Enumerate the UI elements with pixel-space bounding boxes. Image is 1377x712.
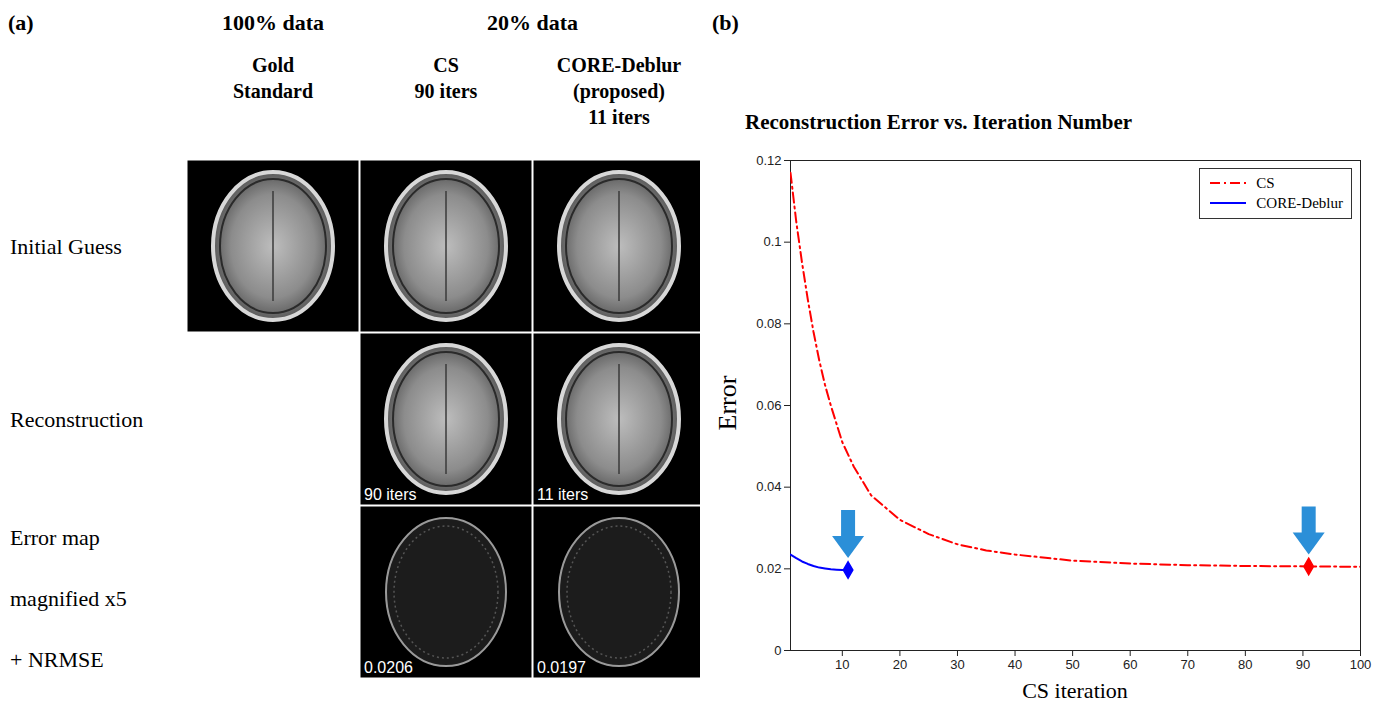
svg-text:CORE-Deblur: CORE-Deblur: [557, 54, 682, 76]
svg-text:0.02: 0.02: [756, 561, 781, 576]
html-text:CS iteration: CS iteration: [1022, 678, 1128, 703]
svg-text:80: 80: [1238, 657, 1252, 672]
svg-text:0.06: 0.06: [756, 398, 781, 413]
svg-text:(a): (a): [8, 10, 34, 35]
svg-text:0.1: 0.1: [763, 234, 781, 249]
svg-text:Reconstruction: Reconstruction: [10, 407, 143, 432]
svg-text:11 iters: 11 iters: [537, 486, 588, 503]
svg-text:50: 50: [1065, 657, 1079, 672]
svg-text:90: 90: [1296, 657, 1310, 672]
svg-text:20: 20: [893, 657, 907, 672]
svg-text:0.0206: 0.0206: [364, 659, 413, 676]
svg-text:CS: CS: [433, 54, 459, 76]
svg-text:90 iters: 90 iters: [415, 80, 478, 102]
svg-text:Gold: Gold: [252, 54, 294, 76]
html-text:Reconstruction Error vs. Itera: Reconstruction Error vs. Iteration Numbe…: [745, 110, 1133, 134]
svg-text:11 iters: 11 iters: [588, 106, 650, 128]
svg-text:0.04: 0.04: [756, 479, 781, 494]
svg-text:40: 40: [1008, 657, 1022, 672]
svg-text:100% data: 100% data: [222, 10, 324, 35]
svg-text:0.0197: 0.0197: [537, 659, 586, 676]
svg-text:0.08: 0.08: [756, 316, 781, 331]
svg-text:90 iters: 90 iters: [364, 486, 416, 503]
svg-text:60: 60: [1123, 657, 1137, 672]
svg-text:30: 30: [950, 657, 964, 672]
svg-text:magnified x5: magnified x5: [10, 586, 127, 611]
html-text:CS: CS: [1256, 175, 1275, 191]
svg-text:Error map: Error map: [10, 525, 100, 550]
svg-text:0.12: 0.12: [756, 153, 781, 168]
html-text:(b): (b): [712, 10, 739, 35]
svg-text:10: 10: [835, 657, 849, 672]
svg-text:Initial Guess: Initial Guess: [10, 234, 122, 259]
svg-text:70: 70: [1181, 657, 1195, 672]
svg-text:Standard: Standard: [233, 80, 313, 102]
html-text:CORE-Deblur: CORE-Deblur: [1256, 195, 1343, 212]
svg-text:0: 0: [774, 643, 781, 658]
html-text:Error: Error: [713, 375, 742, 431]
svg-text:+ NRMSE: + NRMSE: [10, 647, 104, 672]
svg-text:(proposed): (proposed): [573, 80, 665, 103]
svg-text:20% data: 20% data: [487, 10, 578, 35]
svg-text:100: 100: [1350, 657, 1372, 672]
